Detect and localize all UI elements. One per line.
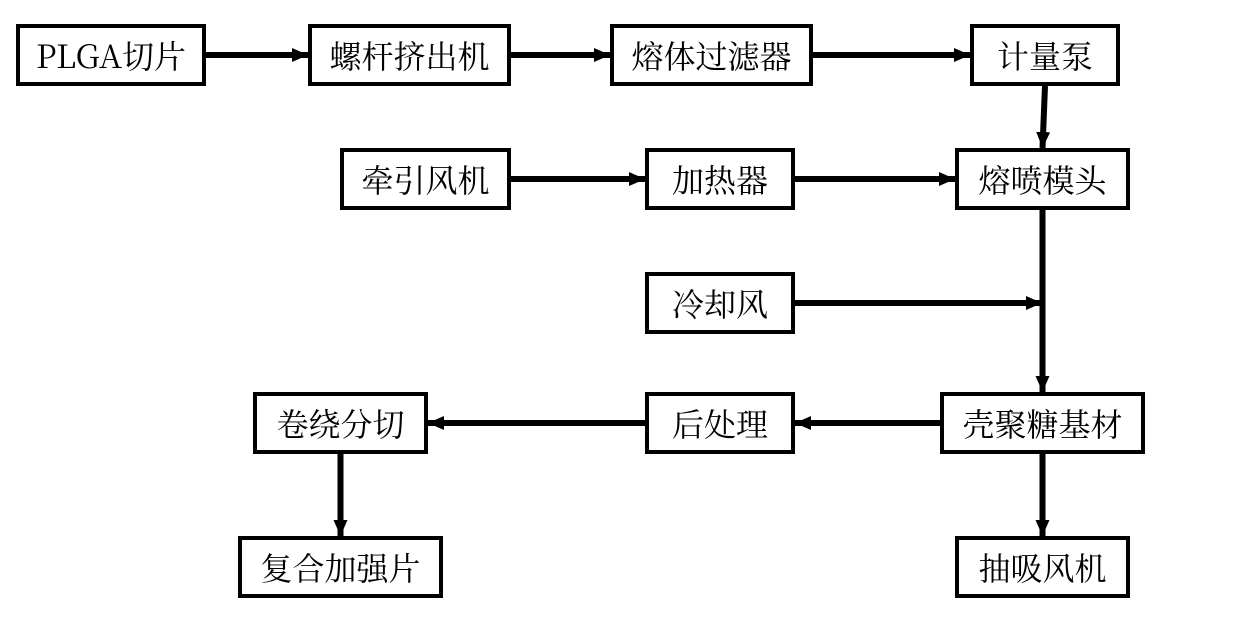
node-label: 计量泵: [997, 32, 1093, 78]
node-label: 熔喷模头: [978, 156, 1106, 202]
node-composite: 复合加强片: [238, 536, 443, 598]
node-plga: PLGA切片: [16, 24, 206, 86]
node-label: 复合加强片: [260, 544, 420, 590]
node-post: 后处理: [645, 392, 795, 454]
node-label: 卷绕分切: [276, 400, 404, 446]
node-cooling: 冷却风: [645, 272, 795, 334]
node-label: 壳聚糖基材: [962, 400, 1122, 446]
node-label: 熔体过滤器: [631, 32, 791, 78]
node-heater: 加热器: [645, 148, 795, 210]
node-pump: 计量泵: [970, 24, 1120, 86]
edge: [1043, 86, 1046, 148]
node-label: 牵引风机: [361, 156, 489, 202]
node-label: 螺杆挤出机: [329, 32, 489, 78]
node-substrate: 壳聚糖基材: [940, 392, 1145, 454]
node-label: 后处理: [672, 400, 768, 446]
node-extruder: 螺杆挤出机: [308, 24, 511, 86]
node-label: 冷却风: [672, 280, 768, 326]
node-wind: 卷绕分切: [253, 392, 428, 454]
flowchart-canvas: PLGA切片 螺杆挤出机 熔体过滤器 计量泵牵引风机 加热器 熔喷模头冷却风壳聚糖基材 后处…: [0, 0, 1239, 638]
node-label: PLGA切片: [36, 32, 186, 78]
node-filter: 熔体过滤器: [610, 24, 813, 86]
node-suction: 抽吸风机: [955, 536, 1130, 598]
node-fan_pull: 牵引风机: [340, 148, 511, 210]
node-label: 抽吸风机: [978, 544, 1106, 590]
node-label: 加热器: [672, 156, 768, 202]
node-die: 熔喷模头: [955, 148, 1130, 210]
